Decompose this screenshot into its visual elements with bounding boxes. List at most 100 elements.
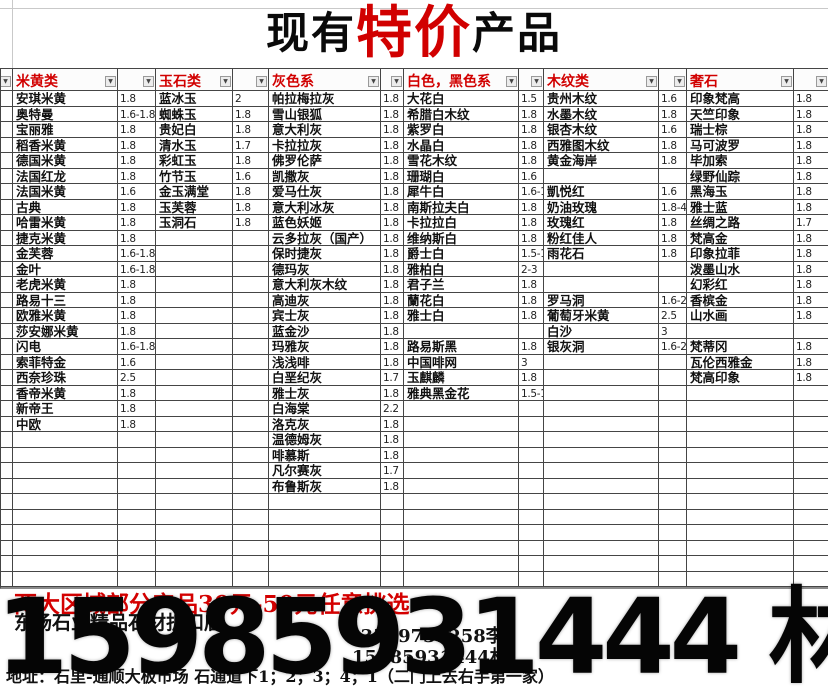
price-cell[interactable] [794,540,828,556]
product-cell[interactable]: 德玛灰 [269,261,381,277]
price-cell[interactable] [519,416,544,432]
price-cell[interactable]: 1.7 [381,463,404,479]
row-index-cell[interactable] [1,447,13,463]
product-cell[interactable]: 葡萄牙米黄 [544,308,659,324]
product-cell[interactable]: 宝丽雅 [13,122,118,138]
price-cell[interactable]: 1.8 [381,153,404,169]
price-header-6[interactable]: ▼ [794,69,828,91]
price-cell[interactable] [794,509,828,525]
product-cell[interactable] [13,494,118,510]
price-cell[interactable]: 1.8 [659,215,687,231]
product-cell[interactable] [404,432,519,448]
product-cell[interactable] [156,277,233,293]
price-cell[interactable]: 2.5 [659,308,687,324]
price-cell[interactable]: 1.8 [794,308,828,324]
price-cell[interactable]: 1.8 [233,199,269,215]
price-cell[interactable]: 1.8 [118,215,156,231]
price-cell[interactable]: 1.8 [519,153,544,169]
category-header-6[interactable]: 奢石 ▼ [687,69,794,91]
price-cell[interactable] [233,509,269,525]
product-cell[interactable] [269,525,381,541]
product-cell[interactable]: 印象梵高 [687,91,794,107]
product-cell[interactable] [687,478,794,494]
product-cell[interactable] [13,478,118,494]
product-cell[interactable] [544,478,659,494]
product-cell[interactable] [544,168,659,184]
row-index-cell[interactable] [1,230,13,246]
price-header-2[interactable]: ▼ [233,69,269,91]
filter-dropdown-icon[interactable]: ▼ [674,76,685,87]
product-cell[interactable]: 意大利冰灰 [269,199,381,215]
product-cell[interactable] [156,416,233,432]
price-cell[interactable]: 1.8 [118,277,156,293]
product-cell[interactable] [687,509,794,525]
price-cell[interactable]: 1.8 [794,246,828,262]
price-cell[interactable] [794,385,828,401]
price-cell[interactable]: 1.8 [659,153,687,169]
price-cell[interactable]: 1.8 [794,370,828,386]
product-cell[interactable] [404,463,519,479]
price-cell[interactable] [659,463,687,479]
product-cell[interactable]: 贵妃白 [156,122,233,138]
row-index-cell[interactable] [1,91,13,107]
category-header-4[interactable]: 白色，黑色系 ▼ [404,69,519,91]
price-cell[interactable]: 1.8 [381,168,404,184]
product-cell[interactable]: 维纳斯白 [404,230,519,246]
product-cell[interactable]: 德国米黄 [13,153,118,169]
price-cell[interactable] [659,525,687,541]
price-cell[interactable]: 1.5-1.8 [519,385,544,401]
price-cell[interactable]: 1.8 [794,137,828,153]
product-cell[interactable]: 贵州木纹 [544,91,659,107]
price-cell[interactable] [794,323,828,339]
product-cell[interactable]: 奥特曼 [13,106,118,122]
product-cell[interactable]: 君子兰 [404,277,519,293]
product-cell[interactable]: 香槟金 [687,292,794,308]
price-cell[interactable] [233,354,269,370]
product-cell[interactable]: 欧雅米黄 [13,308,118,324]
product-cell[interactable]: 卡拉拉白 [404,215,519,231]
product-cell[interactable] [687,556,794,572]
product-cell[interactable] [269,509,381,525]
product-cell[interactable]: 绿野仙踪 [687,168,794,184]
price-cell[interactable]: 1.8 [233,122,269,138]
product-cell[interactable]: 啡慕斯 [269,447,381,463]
price-cell[interactable] [118,556,156,572]
price-cell[interactable]: 1.8 [659,137,687,153]
price-cell[interactable]: 1.8 [381,137,404,153]
price-cell[interactable]: 1.8 [381,122,404,138]
price-cell[interactable] [381,509,404,525]
product-cell[interactable]: 佛罗伦萨 [269,153,381,169]
price-cell[interactable] [659,571,687,587]
price-cell[interactable] [381,540,404,556]
row-index-cell[interactable] [1,199,13,215]
filter-dropdown-icon[interactable]: ▼ [1,76,11,87]
row-index-cell[interactable] [1,540,13,556]
price-cell[interactable]: 1.8 [118,385,156,401]
price-cell[interactable] [233,385,269,401]
price-cell[interactable]: 1.8 [381,308,404,324]
price-cell[interactable]: 1.8 [118,122,156,138]
price-cell[interactable] [794,525,828,541]
product-cell[interactable]: 玉芙蓉 [156,199,233,215]
product-cell[interactable] [156,478,233,494]
product-cell[interactable]: 路易十三 [13,292,118,308]
price-cell[interactable]: 1.8 [794,277,828,293]
filter-dropdown-icon[interactable]: ▼ [143,76,154,87]
product-cell[interactable] [156,246,233,262]
row-index-cell[interactable] [1,556,13,572]
price-cell[interactable] [659,478,687,494]
product-cell[interactable] [156,540,233,556]
product-cell[interactable] [687,540,794,556]
product-cell[interactable]: 捷克米黄 [13,230,118,246]
filter-dropdown-icon[interactable]: ▼ [391,76,402,87]
product-cell[interactable] [156,463,233,479]
price-cell[interactable]: 1.8 [118,230,156,246]
product-cell[interactable] [269,571,381,587]
product-cell[interactable]: 南斯拉夫白 [404,199,519,215]
product-cell[interactable] [156,571,233,587]
price-cell[interactable] [519,447,544,463]
product-cell[interactable]: 天竺印象 [687,106,794,122]
product-cell[interactable] [13,556,118,572]
product-cell[interactable] [544,370,659,386]
price-cell[interactable] [118,509,156,525]
